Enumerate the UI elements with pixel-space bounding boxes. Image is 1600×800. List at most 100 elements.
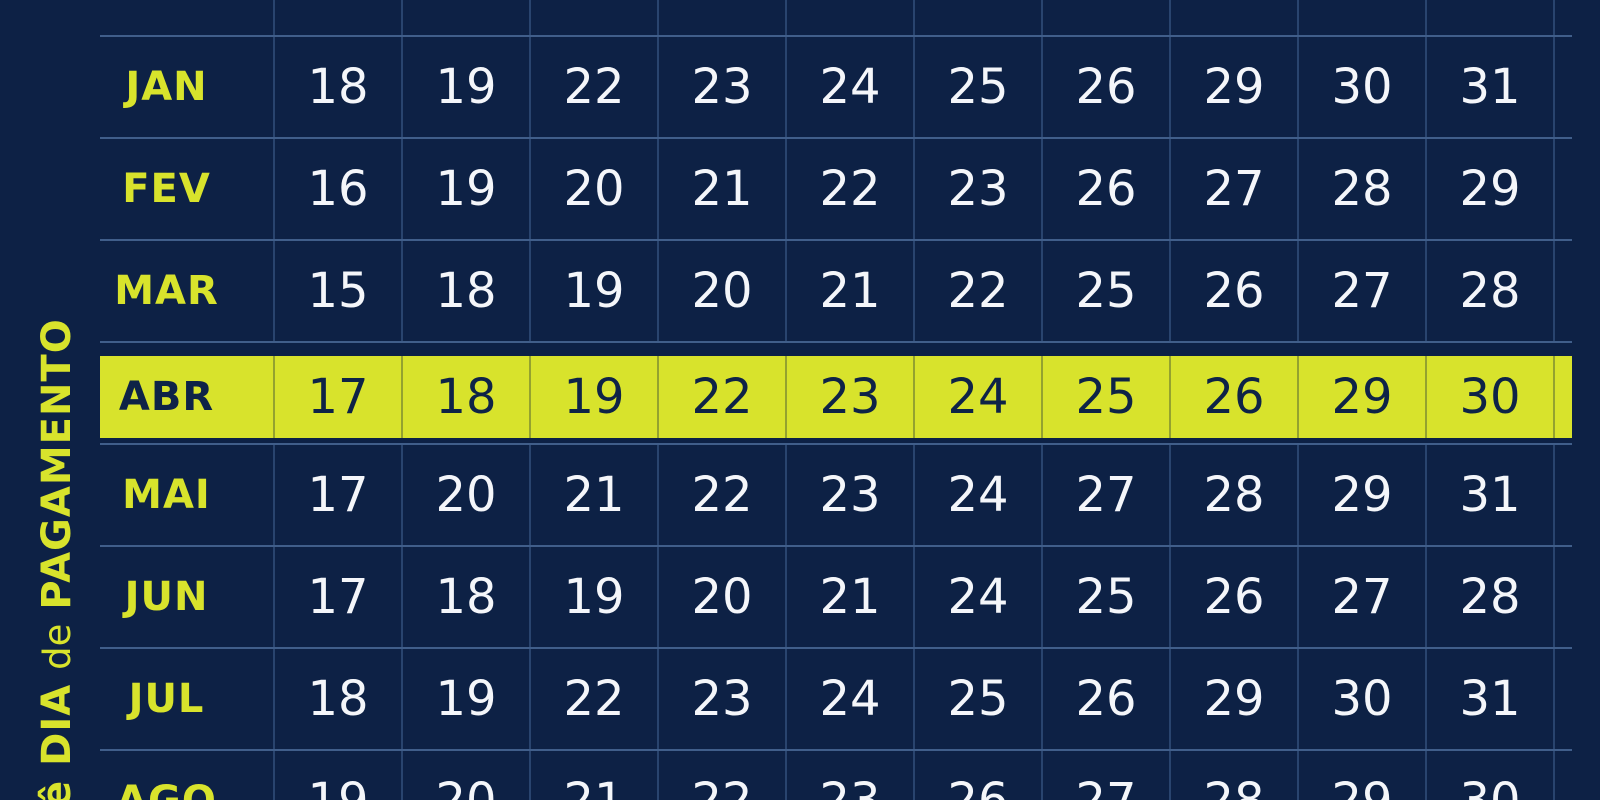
payment-day-cell	[273, 0, 401, 35]
payment-day-cell	[1169, 0, 1297, 35]
highlighted-row-abr: ABR 17 18 19 22 23 24 25 26 29 30	[100, 343, 1572, 445]
payment-day-cell: 20	[657, 241, 785, 341]
payment-day-cell: 22	[785, 139, 913, 239]
month-label: JUN	[124, 574, 209, 620]
payment-day-cell: 26	[1041, 139, 1169, 239]
payment-day-cell: 19	[529, 241, 657, 341]
table-row-mai: MAI 17 20 21 22 23 24 27 28 29 31	[100, 445, 1572, 547]
payment-day-cell: 29	[1169, 37, 1297, 137]
table-row-jun: JUN 17 18 19 20 21 24 25 26 27 28	[100, 547, 1572, 649]
payment-day-cell: 26	[1041, 649, 1169, 749]
payment-day-cell: 18	[401, 241, 529, 341]
payment-day-cell: 24	[785, 37, 913, 137]
payment-day-cell: 28	[1169, 751, 1297, 800]
axis-label-partial-glyph: ê	[34, 779, 80, 800]
payment-calendar-table: JAN 18 19 22 23 24 25 26 29 30 31 FEV 16 19 20 21 22 23 26…	[100, 0, 1572, 800]
payment-day-cell: 27	[1297, 547, 1425, 647]
payment-day-cell: 27	[1297, 241, 1425, 341]
payment-day-cell: 19	[529, 547, 657, 647]
payment-day-cell: 28	[1297, 139, 1425, 239]
payment-day-cell: 19	[401, 139, 529, 239]
table-edge-sliver	[1553, 445, 1572, 545]
axis-label-pagamento: PAGAMENTO	[34, 318, 80, 610]
table-row-jul: JUL 18 19 22 23 24 25 26 29 30 31	[100, 649, 1572, 751]
payment-day-cell: 29	[1425, 139, 1553, 239]
payment-day-cell: 28	[1425, 547, 1553, 647]
payment-day-cell	[657, 0, 785, 35]
payment-day-cell: 20	[657, 547, 785, 647]
table-row-fev: FEV 16 19 20 21 22 23 26 27 28 29	[100, 139, 1572, 241]
highlight-band: ABR 17 18 19 22 23 24 25 26 29 30	[100, 356, 1572, 438]
payment-day-cell: 26	[1169, 547, 1297, 647]
payment-day-cell: 27	[1041, 751, 1169, 800]
payment-day-cell: 18	[273, 37, 401, 137]
payment-day-cell: 30	[1425, 751, 1553, 800]
table-row-mar: MAR 15 18 19 20 21 22 25 26 27 28	[100, 241, 1572, 343]
month-label: JUL	[128, 676, 205, 722]
payment-day-cell	[529, 0, 657, 35]
payment-day-cell: 17	[273, 356, 401, 438]
payment-day-cell: 18	[401, 547, 529, 647]
month-label: ABR	[118, 374, 215, 420]
payment-day-cell	[1297, 0, 1425, 35]
table-edge-sliver	[1553, 139, 1572, 239]
axis-label-de: de	[36, 623, 79, 670]
payment-day-cell: 21	[785, 547, 913, 647]
payment-day-cell	[913, 0, 1041, 35]
payment-day-cell: 20	[529, 139, 657, 239]
payment-day-cell: 25	[1041, 356, 1169, 438]
payment-day-cell: 30	[1297, 649, 1425, 749]
month-label: FEV	[122, 166, 211, 212]
month-label: MAR	[114, 268, 219, 314]
payment-day-cell: 22	[657, 445, 785, 545]
payment-day-cell: 23	[785, 356, 913, 438]
payment-day-cell: 26	[1169, 241, 1297, 341]
payment-day-cell: 29	[1297, 751, 1425, 800]
payment-day-cell: 25	[1041, 241, 1169, 341]
payment-day-cell: 19	[273, 751, 401, 800]
payment-day-cell: 31	[1425, 445, 1553, 545]
payment-day-cell	[1041, 0, 1169, 35]
payment-day-cell: 22	[657, 356, 785, 438]
payment-day-cell: 25	[1041, 547, 1169, 647]
table-edge-sliver	[1553, 241, 1572, 341]
payment-day-cell: 24	[913, 356, 1041, 438]
payment-day-cell: 27	[1169, 139, 1297, 239]
payment-day-cell: 16	[273, 139, 401, 239]
payment-day-cell	[1425, 0, 1553, 35]
payment-day-cell: 19	[529, 356, 657, 438]
payment-day-cell	[785, 0, 913, 35]
payment-day-cell: 19	[401, 37, 529, 137]
payment-day-cell: 17	[273, 445, 401, 545]
payment-day-cell: 22	[657, 751, 785, 800]
payment-day-cell	[401, 0, 529, 35]
payment-day-cell: 27	[1041, 445, 1169, 545]
table-row-cut	[100, 0, 1572, 37]
payment-day-cell: 22	[913, 241, 1041, 341]
payment-day-cell: 29	[1297, 356, 1425, 438]
payment-day-cell: 15	[273, 241, 401, 341]
payment-day-cell: 31	[1425, 37, 1553, 137]
payment-day-cell: 26	[1169, 356, 1297, 438]
payment-day-cell: 18	[273, 649, 401, 749]
payment-day-cell: 18	[401, 356, 529, 438]
payment-day-cell: 17	[273, 547, 401, 647]
payment-day-cell: 24	[913, 547, 1041, 647]
payment-day-cell: 24	[913, 445, 1041, 545]
table-row-ago: AGO19202122232627282930	[100, 751, 1572, 800]
payment-day-cell: 28	[1425, 241, 1553, 341]
payment-day-cell: 25	[913, 37, 1041, 137]
month-label	[80, 0, 253, 35]
payment-day-cell: 29	[1297, 445, 1425, 545]
payment-day-cell: 31	[1425, 649, 1553, 749]
table-row-jan: JAN 18 19 22 23 24 25 26 29 30 31	[100, 37, 1572, 139]
payment-day-cell: 21	[785, 241, 913, 341]
payment-day-cell: 21	[529, 445, 657, 545]
payment-day-cell: 30	[1297, 37, 1425, 137]
table-edge-sliver	[1553, 0, 1572, 35]
month-label: AGO	[80, 751, 253, 800]
month-label: MAI	[122, 472, 211, 518]
table-edge-sliver	[1553, 547, 1572, 647]
payment-day-cell: 21	[529, 751, 657, 800]
payment-day-cell: 23	[913, 139, 1041, 239]
